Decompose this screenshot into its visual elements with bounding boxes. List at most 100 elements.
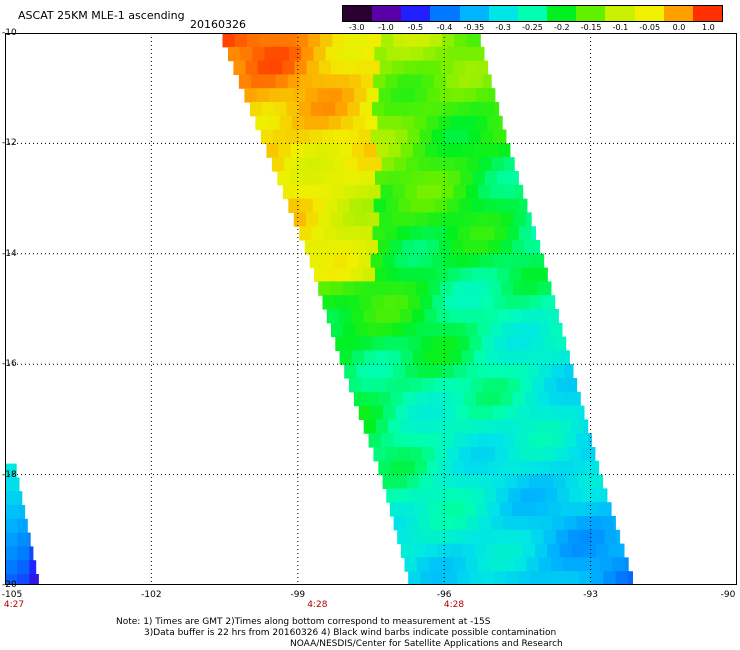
swath-cell — [399, 267, 413, 282]
grid — [5, 33, 737, 585]
swath-cell — [402, 502, 415, 517]
swath-cell — [17, 491, 23, 506]
swath-cell — [390, 88, 404, 103]
swath-cell — [309, 129, 323, 144]
swath-cell — [580, 529, 593, 545]
colorbar-label: -0.4 — [436, 23, 453, 32]
swath-cell — [476, 281, 490, 296]
swath-cell — [306, 212, 319, 227]
swath-cell — [482, 74, 492, 89]
swath-cell — [259, 33, 272, 48]
swath-cell — [354, 212, 368, 227]
swath-cell — [471, 488, 485, 503]
swath-cell — [334, 295, 348, 310]
swath-cell — [344, 364, 357, 379]
swath-cell — [412, 309, 425, 324]
swath-cell — [442, 516, 456, 531]
colorbar-label: -0.15 — [580, 23, 602, 32]
swath-cell — [387, 267, 400, 282]
swath-cell — [456, 405, 470, 420]
swath-cell — [431, 474, 445, 489]
swath-cell — [439, 391, 453, 407]
swath-cell — [429, 33, 443, 48]
swath-cell — [365, 115, 378, 131]
swath-cell — [422, 198, 436, 213]
map-plot — [5, 33, 737, 585]
swath-cell — [559, 543, 573, 558]
swath-cell — [514, 322, 527, 338]
swath-cell — [542, 336, 556, 351]
swath-cell — [571, 543, 585, 558]
swath-cell — [238, 74, 252, 89]
swath-cell — [525, 281, 539, 296]
swath-cell — [550, 281, 552, 296]
swath-cell — [314, 171, 327, 186]
swath-cell — [393, 364, 406, 379]
swath-cell — [578, 405, 585, 420]
swath-cell — [457, 336, 471, 351]
time-label: 4:27 — [3, 600, 25, 610]
swath-cell — [437, 143, 450, 158]
swath-cell — [275, 74, 289, 89]
swath-cell — [285, 129, 299, 144]
swath-cell — [282, 60, 295, 75]
swath-cell — [446, 378, 460, 393]
swath-cell — [316, 115, 330, 131]
swath-cell — [436, 171, 449, 186]
swath-cell — [342, 281, 356, 296]
swath-cell — [5, 560, 18, 575]
swath-cell — [419, 405, 433, 420]
swath-cell — [434, 74, 447, 89]
swath-cell — [390, 460, 404, 476]
swath-cell — [337, 198, 350, 213]
swath-cell — [470, 529, 484, 545]
swath-cell — [415, 212, 429, 227]
swath-cell — [505, 295, 519, 310]
swath-cell — [620, 543, 625, 558]
swath-cell — [602, 474, 604, 489]
swath-cell — [458, 378, 472, 393]
swath-cell — [301, 46, 314, 62]
swath-cell — [493, 336, 507, 351]
colorbar-label: 1.0 — [701, 23, 715, 32]
swath-cell — [281, 88, 294, 103]
swath-cell — [468, 129, 482, 144]
swath-cell — [385, 74, 399, 89]
swath-cell — [469, 102, 483, 117]
swath-cell — [331, 60, 344, 75]
swath-cell — [378, 460, 392, 476]
swath-cell — [293, 212, 307, 227]
swath-cell — [424, 309, 438, 324]
swath-cell — [362, 171, 376, 186]
colorbar-label: -3.0 — [348, 23, 365, 32]
swath-cell — [593, 447, 596, 462]
swath-cell — [334, 129, 347, 144]
swath-cell — [456, 129, 469, 144]
swath-cell — [465, 322, 478, 338]
swath-cell — [466, 433, 479, 448]
colorbar-swatch — [430, 6, 460, 21]
swath-cell — [260, 129, 274, 144]
swath-cell — [271, 157, 285, 172]
swath-cell — [325, 46, 339, 62]
note-line-3: NOAA/NESDIS/Center for Satellite Applica… — [290, 639, 563, 649]
colorbar-label: -0.1 — [612, 23, 629, 32]
swath-cell — [402, 240, 416, 255]
swath-cell — [5, 477, 18, 492]
swath-cell — [558, 419, 572, 434]
swath-cell — [29, 574, 39, 585]
colorbar-strip — [342, 5, 723, 22]
swath-cell — [417, 364, 431, 379]
swath-cell — [305, 88, 319, 103]
swath-cell — [492, 129, 506, 144]
swath-cell — [343, 60, 356, 75]
colorbar-swatch — [401, 6, 431, 21]
swath-cell — [472, 171, 486, 186]
swath-cell — [461, 143, 475, 158]
swath-cell — [440, 212, 453, 227]
swath-cell — [222, 33, 236, 48]
swath-cell — [534, 309, 547, 324]
swath-cell — [359, 295, 372, 310]
swath-cell — [420, 102, 434, 117]
swath-cell — [565, 474, 579, 489]
